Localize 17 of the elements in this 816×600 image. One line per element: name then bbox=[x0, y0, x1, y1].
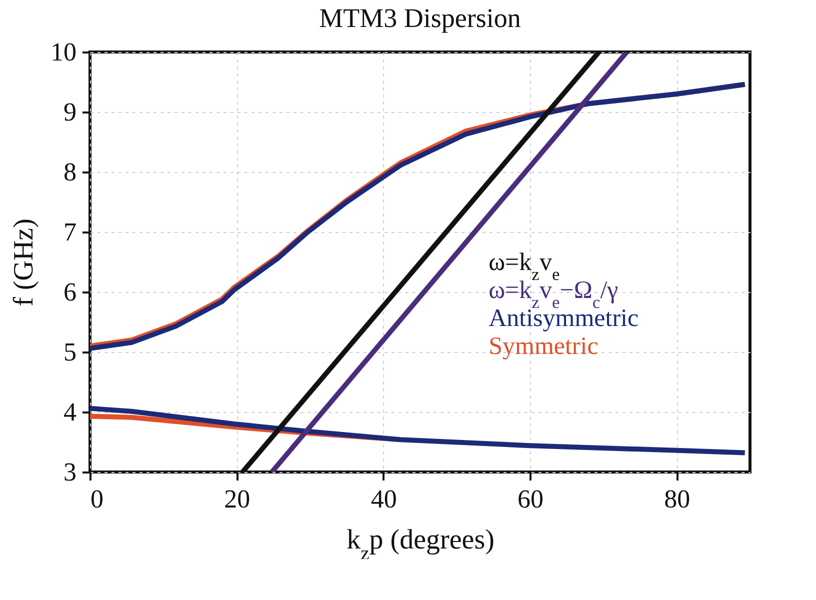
x-tick-label: 40 bbox=[370, 484, 397, 514]
x-tick-label: 0 bbox=[90, 484, 104, 514]
chart-title: MTM3 Dispersion bbox=[319, 3, 522, 33]
x-tick-label: 60 bbox=[518, 484, 544, 514]
y-tick-label: 9 bbox=[64, 98, 76, 126]
y-tick-label: 7 bbox=[64, 218, 76, 246]
text: Symmetric bbox=[488, 332, 598, 360]
y-tick-label: 6 bbox=[64, 278, 76, 306]
y-tick-label: 4 bbox=[64, 398, 76, 426]
x-tick-label: 20 bbox=[224, 484, 250, 514]
x-tick-label: 80 bbox=[664, 484, 690, 514]
y-tick-label: 3 bbox=[64, 458, 76, 486]
x-axis-title: k$_{z}$p (degrees) bbox=[346, 524, 494, 564]
y-axis-title: f (GHz) bbox=[8, 218, 40, 306]
y-tick-label: 10 bbox=[50, 38, 76, 66]
y-tick-label: 5 bbox=[64, 338, 76, 366]
y-tick-label: 8 bbox=[64, 158, 76, 186]
